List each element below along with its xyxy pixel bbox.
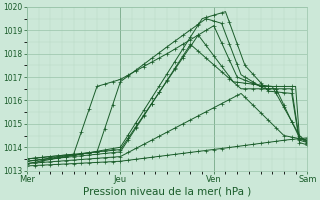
X-axis label: Pression niveau de la mer( hPa ): Pression niveau de la mer( hPa ) bbox=[83, 187, 251, 197]
